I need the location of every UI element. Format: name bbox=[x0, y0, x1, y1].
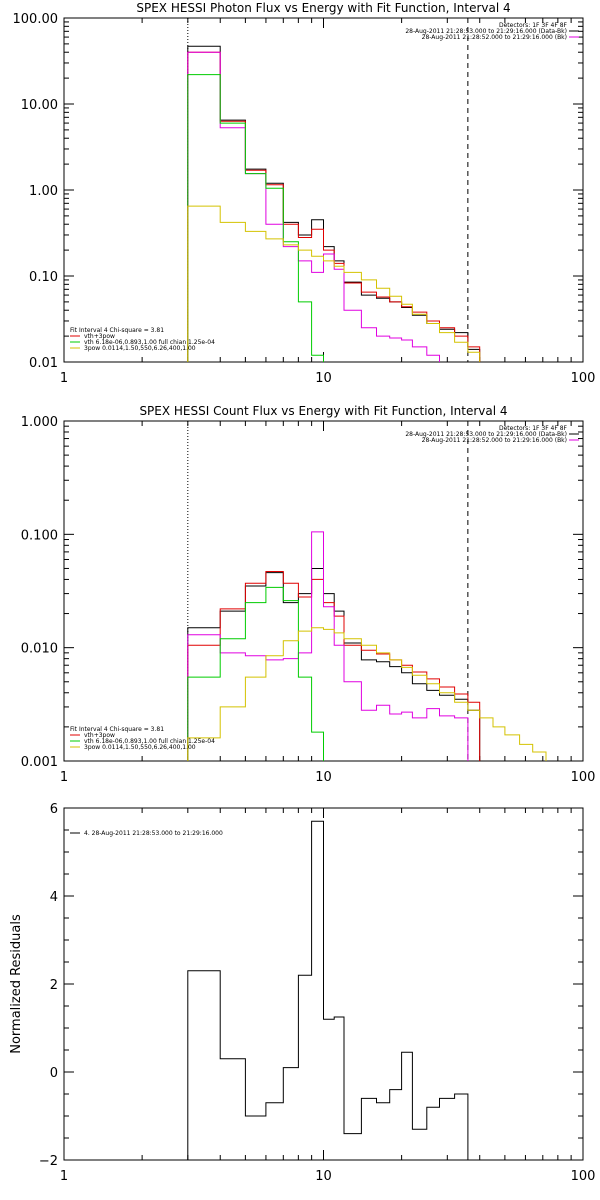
series-line-5 bbox=[187, 627, 547, 761]
series-line-3 bbox=[187, 531, 469, 761]
series-line-1 bbox=[187, 568, 481, 761]
y-tick-label: 0.001 bbox=[21, 755, 58, 770]
fit-legend-entry: vth+3pow bbox=[84, 333, 115, 340]
y-tick-label: 100.00 bbox=[13, 12, 59, 27]
series-group bbox=[187, 531, 547, 761]
y-tick-label: 6 bbox=[50, 802, 58, 817]
legend-entry: 4. 28-Aug-2011 21:28:53.000 to 21:29:16.… bbox=[84, 830, 223, 837]
legend-header: Detectors: 1F 3F 4F 8F bbox=[499, 425, 568, 432]
fit-legend-entry: vth+3pow bbox=[84, 732, 115, 739]
legend-entry: 28-Aug-2011 21:28:52.000 to 21:29:16.000… bbox=[422, 34, 567, 41]
chart-title: SPEX HESSI Count Flux vs Energy with Fit… bbox=[139, 404, 507, 418]
fit-legend-entry: vth 6.18e-06,0.893,1.00 full chian 1.25e… bbox=[84, 339, 215, 346]
x-tick-label: 10 bbox=[315, 371, 332, 386]
fit-legend-entry: 3pow 0.0114,1.50,550,6.26,400,1.00 bbox=[84, 345, 196, 352]
x-tick-label: 10 bbox=[315, 1169, 332, 1184]
y-tick-label: 10.00 bbox=[21, 98, 58, 113]
y-axis-label: Normalized Residuals bbox=[9, 914, 24, 1054]
x-tick-label: 100 bbox=[571, 371, 596, 386]
series-line-4 bbox=[187, 586, 324, 761]
fit-legend-entry: 3pow 0.0114,1.50,550,6.26,400,1.00 bbox=[84, 744, 196, 751]
y-tick-label: 2 bbox=[50, 978, 58, 993]
chart-title: SPEX HESSI Photon Flux vs Energy with Fi… bbox=[136, 1, 510, 15]
legend-entry: 28-Aug-2011 21:28:53.000 to 21:29:16.000… bbox=[405, 431, 567, 438]
fit-legend-header: Fit Interval 4 Chi-square = 3.81 bbox=[70, 327, 164, 334]
chart-panel-1: SPEX HESSI Photon Flux vs Energy with Fi… bbox=[13, 1, 596, 386]
legend-entry: 28-Aug-2011 21:28:52.000 to 21:29:16.000… bbox=[422, 437, 567, 444]
y-tick-label: −2 bbox=[39, 1154, 58, 1169]
legend-header: Detectors: 1F 3F 4F 8F bbox=[499, 22, 568, 29]
y-tick-label: 0.10 bbox=[29, 270, 58, 285]
y-tick-label: 4 bbox=[50, 890, 58, 905]
x-tick-label: 1 bbox=[60, 1169, 68, 1184]
series-line-4 bbox=[187, 74, 324, 362]
fit-legend-header: Fit Interval 4 Chi-square = 3.81 bbox=[70, 726, 164, 733]
series-line-2 bbox=[187, 571, 481, 761]
y-tick-label: 1.00 bbox=[29, 184, 58, 199]
series-group bbox=[187, 45, 481, 362]
fit-legend-entry: vth 6.18e-06,0.893,1.00 full chian 1.25e… bbox=[84, 738, 215, 745]
x-tick-label: 100 bbox=[571, 770, 596, 785]
x-tick-label: 1 bbox=[60, 371, 68, 386]
legend-entry: 28-Aug-2011 21:28:53.000 to 21:29:16.000… bbox=[405, 28, 567, 35]
series-line-1 bbox=[187, 820, 469, 1160]
y-tick-label: 0.010 bbox=[21, 642, 58, 657]
series-line-1 bbox=[187, 45, 481, 362]
chart-panel-3: 1 10 100 −2 0 2 4 6 Normalized Residuals 4. 28-Au… bbox=[9, 802, 596, 1184]
x-tick-label: 1 bbox=[60, 770, 68, 785]
y-tick-label: 0.100 bbox=[21, 528, 58, 543]
series-line-5 bbox=[187, 205, 481, 362]
plot-frame bbox=[63, 17, 584, 363]
series-group bbox=[187, 820, 469, 1160]
x-tick-label: 10 bbox=[315, 770, 332, 785]
chart-panel-2: SPEX HESSI Count Flux vs Energy with Fit… bbox=[21, 404, 596, 785]
x-tick-label: 100 bbox=[571, 1169, 596, 1184]
y-tick-label: 1.000 bbox=[21, 415, 58, 430]
y-tick-label: 0 bbox=[50, 1066, 58, 1081]
y-tick-label: 0.01 bbox=[29, 356, 58, 371]
